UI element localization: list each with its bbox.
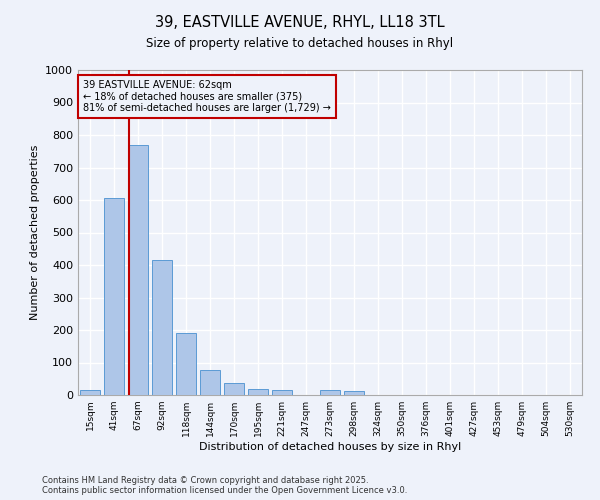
Bar <box>152 260 172 395</box>
Text: Size of property relative to detached houses in Rhyl: Size of property relative to detached ho… <box>146 38 454 51</box>
Bar <box>80 390 100 395</box>
Bar <box>176 332 196 395</box>
X-axis label: Distribution of detached houses by size in Rhyl: Distribution of detached houses by size … <box>199 442 461 452</box>
Bar <box>344 391 364 395</box>
Bar <box>320 390 340 395</box>
Bar <box>128 145 148 395</box>
Bar <box>224 382 244 395</box>
Bar <box>248 389 268 395</box>
Text: 39 EASTVILLE AVENUE: 62sqm
← 18% of detached houses are smaller (375)
81% of sem: 39 EASTVILLE AVENUE: 62sqm ← 18% of deta… <box>83 80 331 113</box>
Y-axis label: Number of detached properties: Number of detached properties <box>29 145 40 320</box>
Bar <box>104 198 124 395</box>
Bar <box>200 370 220 395</box>
Text: Contains HM Land Registry data © Crown copyright and database right 2025.
Contai: Contains HM Land Registry data © Crown c… <box>42 476 407 495</box>
Bar <box>272 390 292 395</box>
Text: 39, EASTVILLE AVENUE, RHYL, LL18 3TL: 39, EASTVILLE AVENUE, RHYL, LL18 3TL <box>155 15 445 30</box>
